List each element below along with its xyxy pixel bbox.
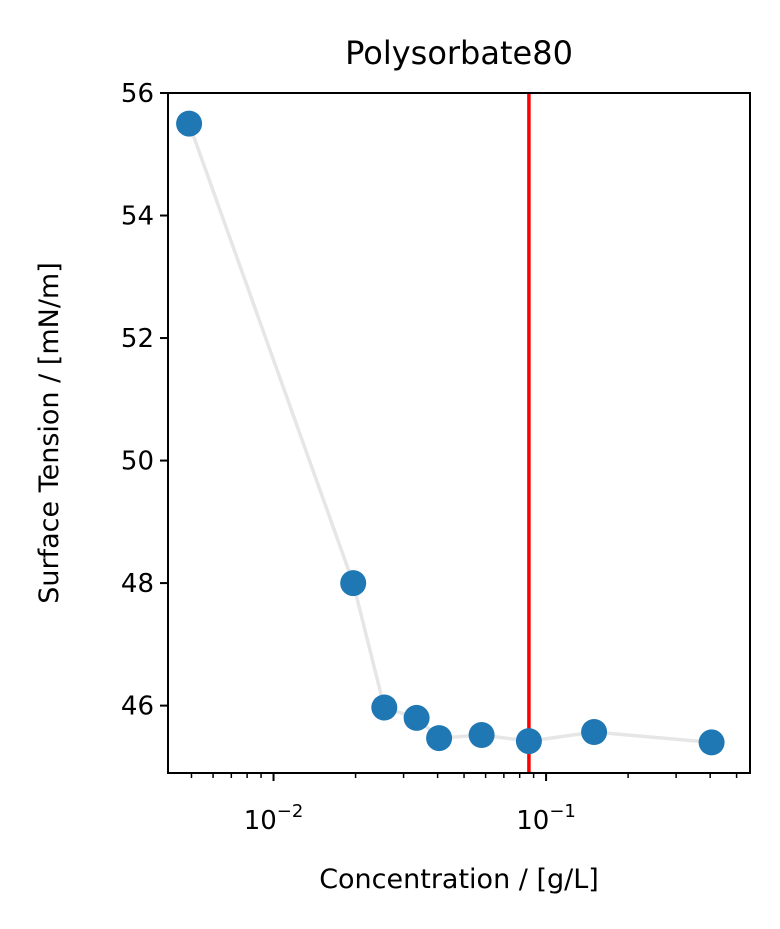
data-point: [176, 110, 203, 137]
data-point: [371, 694, 398, 721]
plot-area: [176, 93, 725, 773]
series-line: [187, 123, 712, 745]
data-point: [426, 725, 453, 752]
data-point: [698, 729, 725, 756]
axis-ticks: 46 48 50 52 54 56 10−2 10−1: [121, 79, 738, 836]
chart-title: Polysorbate80: [345, 34, 573, 72]
data-point: [468, 722, 495, 748]
y-tick-label: 46: [121, 692, 154, 722]
y-tick-label: 56: [121, 79, 154, 109]
x-tick-label: 10−1: [516, 801, 576, 836]
x-tick-label: 10−2: [244, 801, 304, 836]
y-axis-label: Surface Tension / [mN/m]: [34, 262, 65, 604]
axes-frame: [167, 92, 751, 774]
data-point: [403, 704, 430, 731]
y-tick-label: 50: [121, 447, 154, 477]
x-axis-label: Concentration / [g/L]: [319, 864, 599, 895]
data-point: [581, 719, 608, 745]
y-tick-label: 48: [121, 569, 154, 599]
y-tick-label: 52: [121, 324, 154, 354]
y-tick-label: 54: [121, 202, 154, 232]
data-point: [340, 570, 367, 597]
data-point: [515, 728, 542, 755]
